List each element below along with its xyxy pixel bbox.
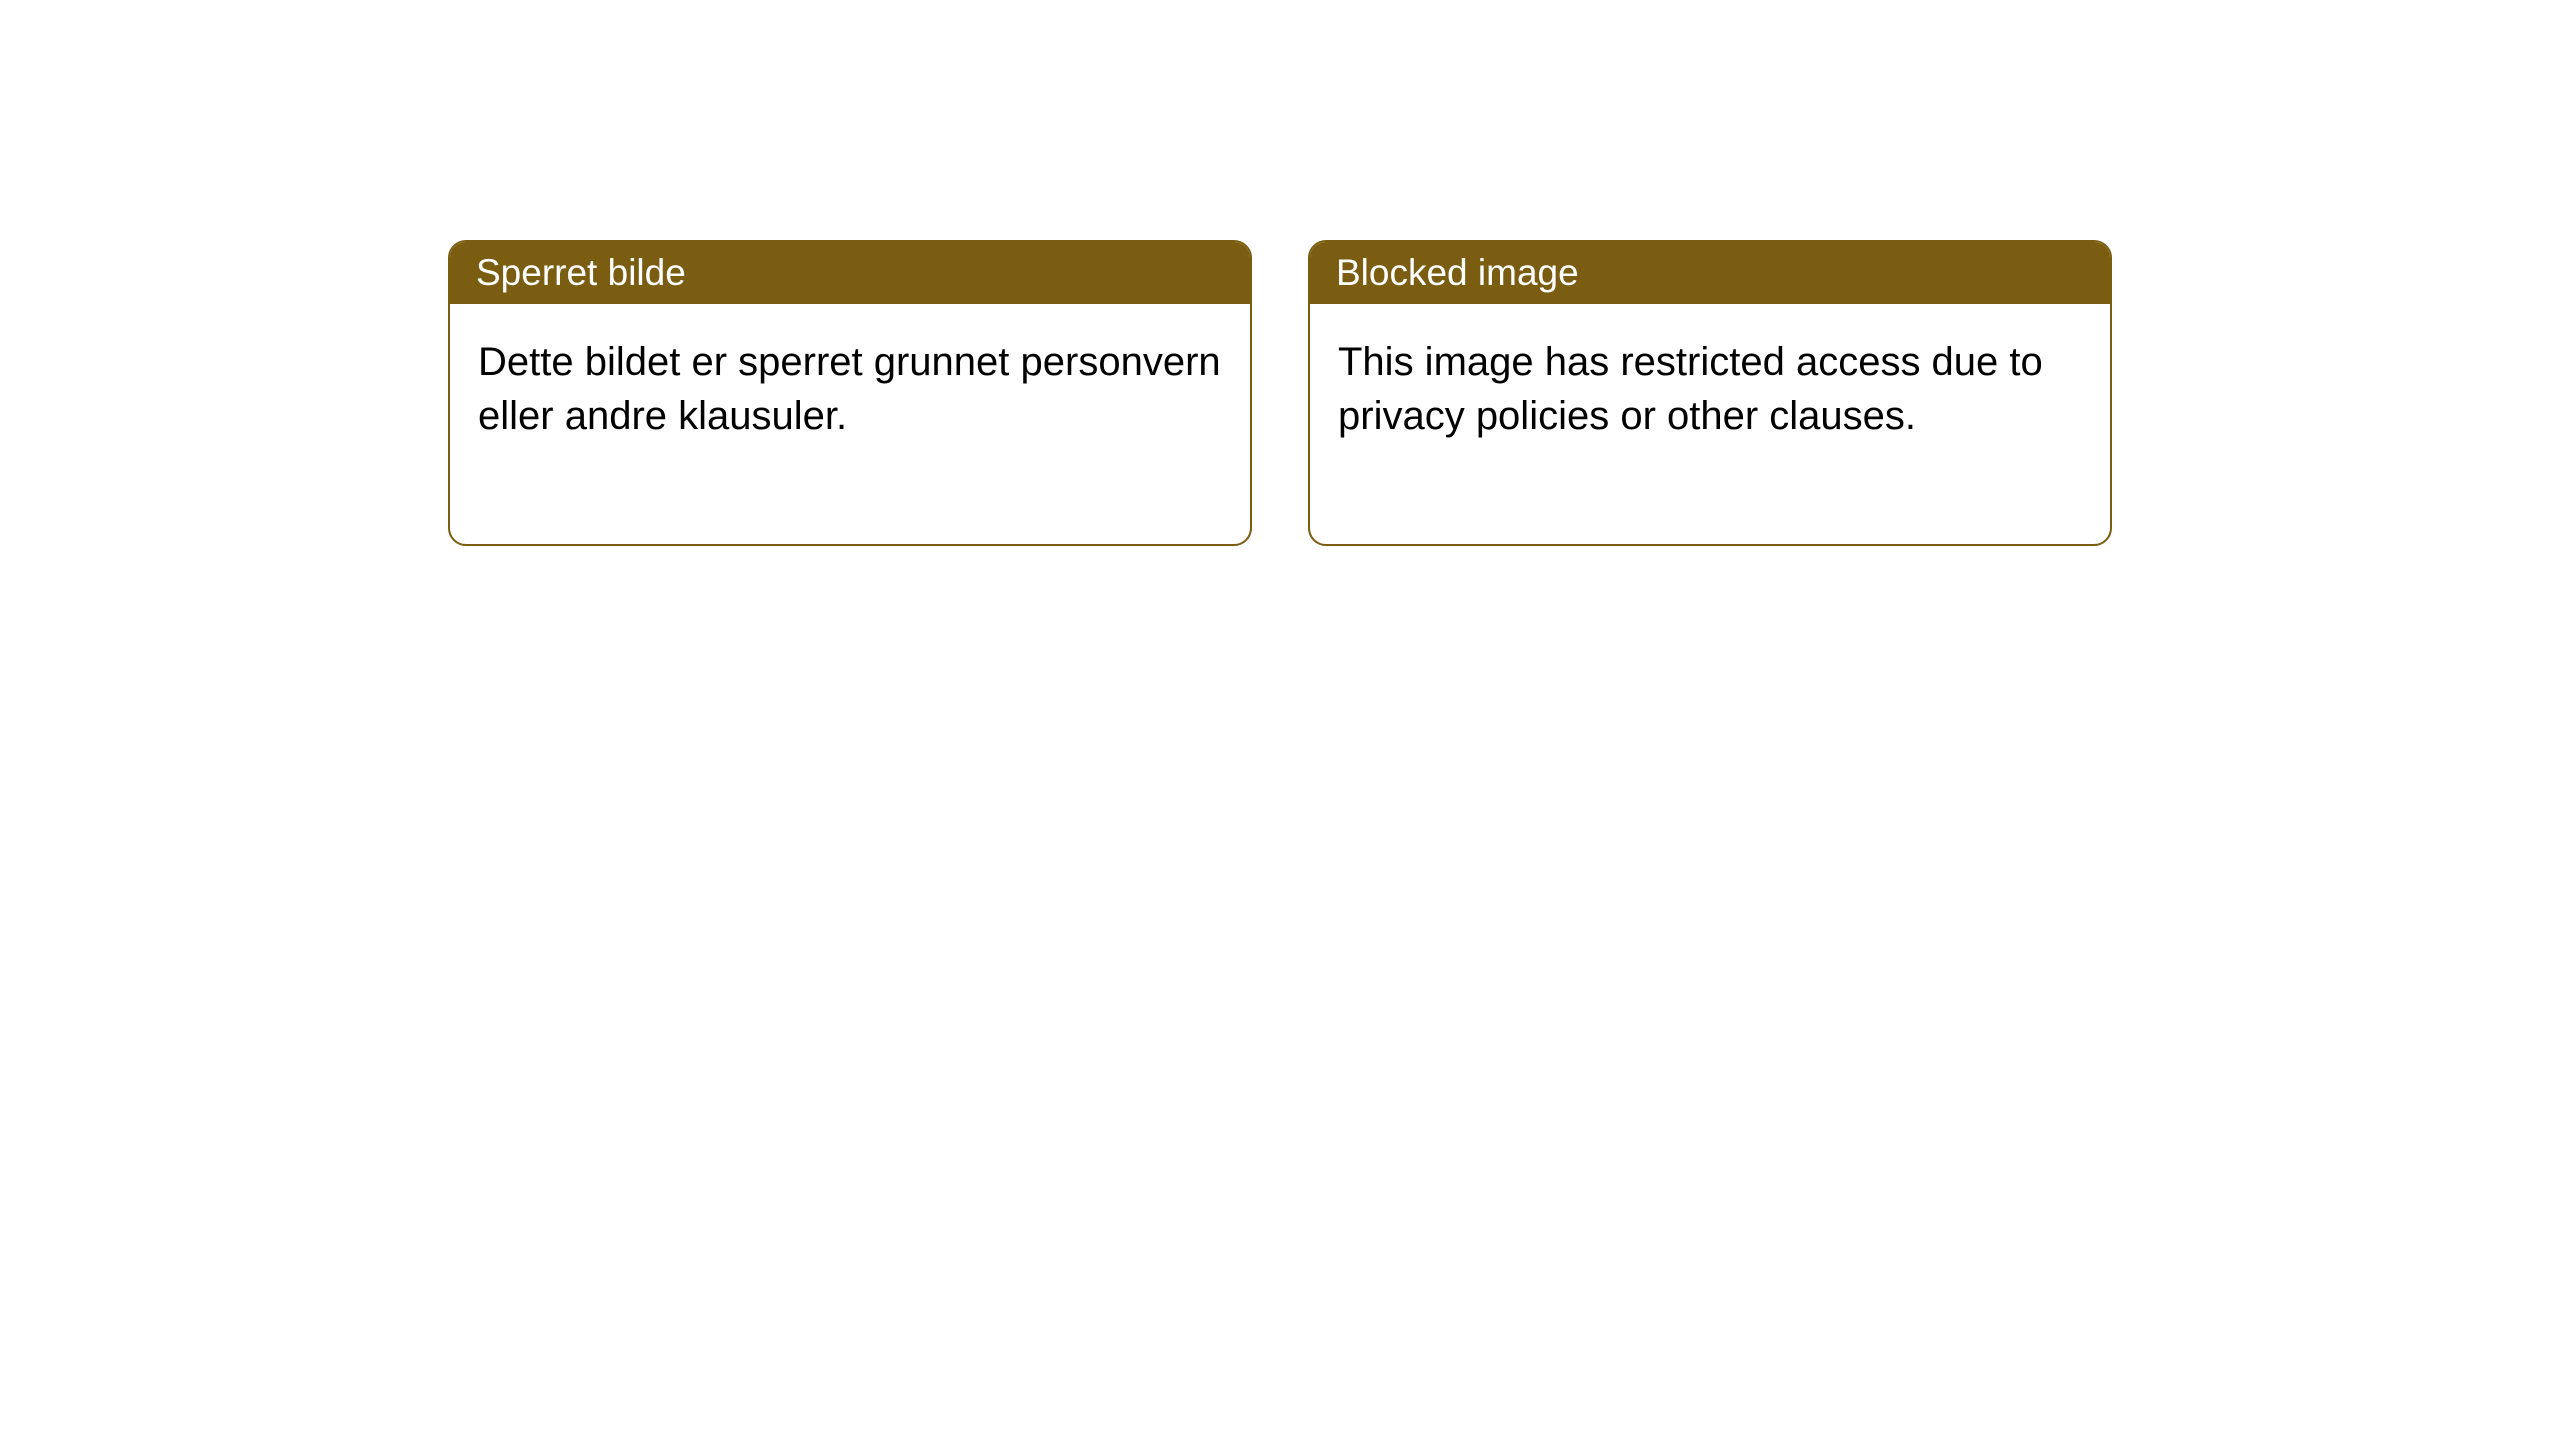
notice-box-english: Blocked image This image has restricted … xyxy=(1308,240,2112,546)
notice-body: Dette bildet er sperret grunnet personve… xyxy=(450,304,1250,544)
notice-text: Dette bildet er sperret grunnet personve… xyxy=(478,340,1221,438)
notice-header: Blocked image xyxy=(1310,242,2110,304)
notice-body: This image has restricted access due to … xyxy=(1310,304,2110,544)
notice-header: Sperret bilde xyxy=(450,242,1250,304)
notice-container: Sperret bilde Dette bildet er sperret gr… xyxy=(448,240,2112,546)
notice-title: Blocked image xyxy=(1336,252,1579,293)
notice-text: This image has restricted access due to … xyxy=(1338,340,2043,438)
notice-title: Sperret bilde xyxy=(476,252,686,293)
notice-box-norwegian: Sperret bilde Dette bildet er sperret gr… xyxy=(448,240,1252,546)
